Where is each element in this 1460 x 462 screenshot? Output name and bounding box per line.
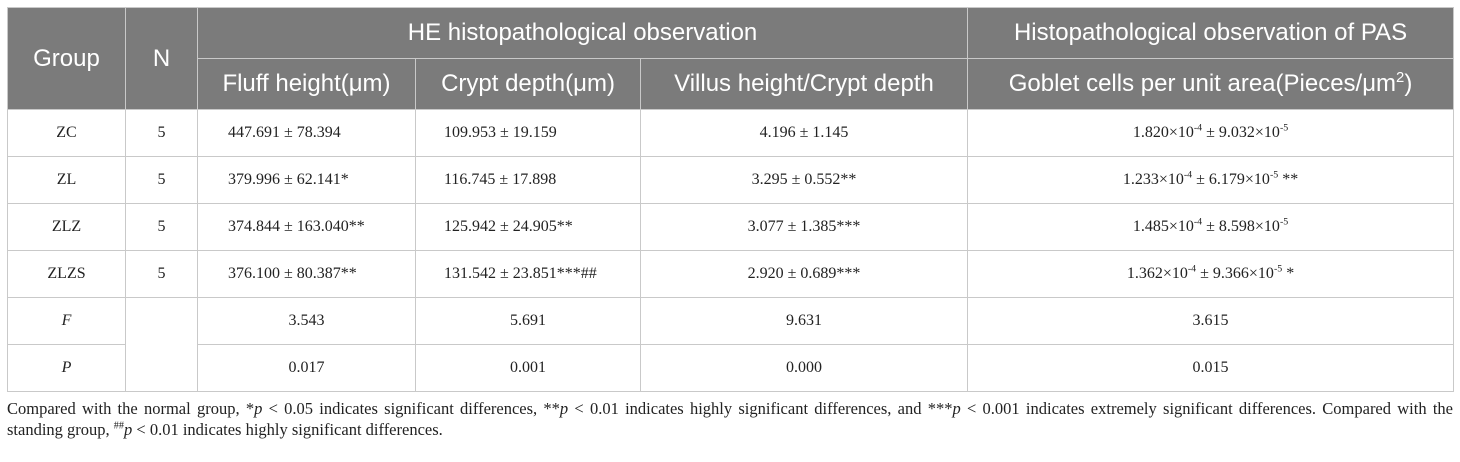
cell-n: 5 xyxy=(125,250,198,298)
header-villus-ratio: Villus height/Crypt depth xyxy=(639,58,969,110)
goblet-header-prefix: Goblet cells per unit area(Pieces/μm xyxy=(1008,70,1397,97)
cell-goblet: 1.233×10-4 ± 6.179×10-5 ** xyxy=(967,156,1455,204)
header-goblet-cells: Goblet cells per unit area(Pieces/μm2) xyxy=(967,58,1455,110)
goblet-mean-exp: -4 xyxy=(1193,122,1203,134)
table-row: ZL 5 379.996 ± 62.141* 116.745 ± 17.898 … xyxy=(7,156,1455,204)
goblet-mean-exp: -4 xyxy=(1183,169,1193,181)
cell-crypt: 5.691 xyxy=(415,297,641,345)
cell-ratio: 4.196 ± 1.145 xyxy=(639,109,969,157)
header-group: Group xyxy=(7,7,126,110)
cell-fluff: 379.996 ± 62.141* xyxy=(197,156,416,204)
cell-ratio: 3.077 ± 1.385*** xyxy=(639,203,969,251)
footnote-text-3: < 0.01 indicates highly significant diff… xyxy=(568,399,953,418)
cell-goblet: 1.362×10-4 ± 9.366×10-5 * xyxy=(967,250,1455,298)
goblet-sd-exp: -5 xyxy=(1279,216,1289,228)
cell-ratio: 2.920 ± 0.689*** xyxy=(639,250,969,298)
cell-goblet: 0.015 xyxy=(967,344,1455,392)
goblet-sd-exp: -5 xyxy=(1279,122,1289,134)
goblet-sd: ± 6.179×10 xyxy=(1192,171,1270,188)
footnote-text-5: < 0.01 indicates highly significant diff… xyxy=(132,420,443,439)
cell-crypt: 131.542 ± 23.851***## xyxy=(415,250,641,298)
goblet-mean: 1.233×10 xyxy=(1122,171,1184,188)
cell-fluff: 0.017 xyxy=(197,344,416,392)
footnote-text-4: < 0.001 indicates extremely significant … xyxy=(7,399,1453,439)
header-he: HE histopathological observation xyxy=(196,7,969,59)
cell-fluff: 3.543 xyxy=(197,297,416,345)
goblet-sd: ± 9.366×10 xyxy=(1196,265,1274,282)
goblet-mean-exp: -4 xyxy=(1187,263,1197,275)
stats-row-f: F 3.543 5.691 9.631 3.615 xyxy=(7,297,1455,392)
cell-stat-label: P xyxy=(7,344,126,392)
footnote-p-1: p xyxy=(254,399,263,418)
cell-empty xyxy=(125,297,198,392)
footnote-p-2: p xyxy=(559,399,569,418)
stats-row-p: P 0.017 0.001 0.000 0.015 xyxy=(7,344,1455,392)
data-table: Group N HE histopathological observation… xyxy=(7,7,1455,392)
cell-n: 5 xyxy=(125,109,198,157)
cell-group: ZC xyxy=(7,109,126,157)
cell-fluff: 376.100 ± 80.387** xyxy=(197,250,416,298)
goblet-sd: ± 8.598×10 xyxy=(1202,218,1280,235)
cell-n: 5 xyxy=(125,156,198,204)
stat-label-f: F xyxy=(61,312,72,329)
cell-group: ZL xyxy=(7,156,126,204)
header-pas: Histopathological observation of PAS xyxy=(967,7,1455,59)
footnote-text-1: Compared with the normal group, * xyxy=(7,399,255,418)
table-row: ZLZS 5 376.100 ± 80.387** 131.542 ± 23.8… xyxy=(7,250,1455,298)
cell-group: ZLZS xyxy=(7,250,126,298)
footnote-p-3: p xyxy=(952,399,961,418)
goblet-mean: 1.820×10 xyxy=(1132,124,1194,141)
cell-crypt: 109.953 ± 19.159 xyxy=(415,109,641,157)
cell-ratio: 9.631 xyxy=(639,297,969,345)
cell-goblet: 1.485×10-4 ± 8.598×10-5 xyxy=(967,203,1455,251)
cell-fluff: 447.691 ± 78.394 xyxy=(197,109,416,157)
table-row: ZC 5 447.691 ± 78.394 109.953 ± 19.159 4… xyxy=(7,109,1455,157)
goblet-mark: ** xyxy=(1278,171,1299,188)
header-row-1: Group N HE histopathological observation… xyxy=(7,7,1455,110)
table-row: ZLZ 5 374.844 ± 163.040** 125.942 ± 24.9… xyxy=(7,203,1455,251)
cell-goblet: 3.615 xyxy=(967,297,1455,345)
footnote-hash: ## xyxy=(113,420,125,432)
goblet-header-sup: 2 xyxy=(1396,70,1405,86)
header-fluff-height: Fluff height(μm) xyxy=(197,58,416,110)
cell-n: 5 xyxy=(125,203,198,251)
goblet-sd: ± 9.032×10 xyxy=(1202,124,1280,141)
cell-ratio: 0.000 xyxy=(639,344,969,392)
cell-goblet: 1.820×10-4 ± 9.032×10-5 xyxy=(967,109,1455,157)
goblet-sd-exp: -5 xyxy=(1273,263,1283,275)
cell-fluff: 374.844 ± 163.040** xyxy=(197,203,416,251)
cell-crypt: 116.745 ± 17.898 xyxy=(415,156,641,204)
table-container: Group N HE histopathological observation… xyxy=(7,7,1455,440)
goblet-mean: 1.485×10 xyxy=(1132,218,1194,235)
cell-crypt: 125.942 ± 24.905** xyxy=(415,203,641,251)
header-n: N xyxy=(125,7,198,110)
goblet-header-suffix: ) xyxy=(1404,70,1413,97)
footnote-text-2: < 0.05 indicates significant differences… xyxy=(262,399,560,418)
header-row-2: Fluff height(μm) Crypt depth(μm) Villus … xyxy=(8,58,1455,110)
cell-crypt: 0.001 xyxy=(415,344,641,392)
goblet-mean-exp: -4 xyxy=(1193,216,1203,228)
cell-stat-label: F xyxy=(7,297,126,345)
stat-label-p: P xyxy=(61,359,72,376)
goblet-sd-exp: -5 xyxy=(1269,169,1279,181)
table-footnote: Compared with the normal group, *p < 0.0… xyxy=(7,398,1453,440)
goblet-mean: 1.362×10 xyxy=(1126,265,1188,282)
header-crypt-depth: Crypt depth(μm) xyxy=(415,58,641,110)
footnote-p-4: p xyxy=(124,420,133,439)
cell-ratio: 3.295 ± 0.552** xyxy=(639,156,969,204)
goblet-mark: * xyxy=(1282,265,1295,282)
cell-group: ZLZ xyxy=(7,203,126,251)
